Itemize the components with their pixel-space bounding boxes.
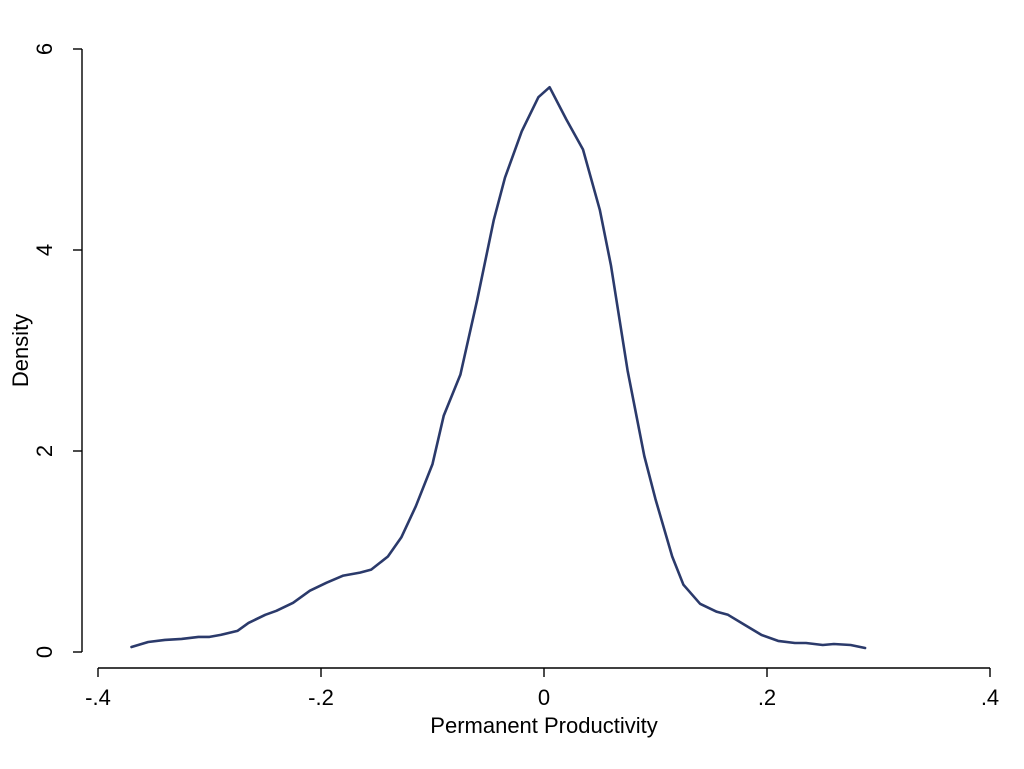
- y-tick-label: 6: [32, 43, 57, 55]
- y-tick-label: 2: [32, 445, 57, 457]
- x-tick-label: .2: [758, 685, 776, 710]
- density-curve: [130, 85, 867, 650]
- x-tick-label: .4: [981, 685, 999, 710]
- x-ticks: -.4 -.2 0 .2 .4: [85, 668, 999, 710]
- x-axis-title: Permanent Productivity: [430, 713, 657, 738]
- x-tick-label: -.4: [85, 685, 111, 710]
- axes: [81, 49, 990, 669]
- y-tick-label: 0: [32, 646, 57, 658]
- x-tick-label: -.2: [308, 685, 334, 710]
- x-tick-label: 0: [538, 685, 550, 710]
- y-axis-title: Density: [8, 314, 33, 387]
- y-tick-label: 4: [32, 244, 57, 256]
- y-ticks: 0 2 4 6: [32, 43, 82, 658]
